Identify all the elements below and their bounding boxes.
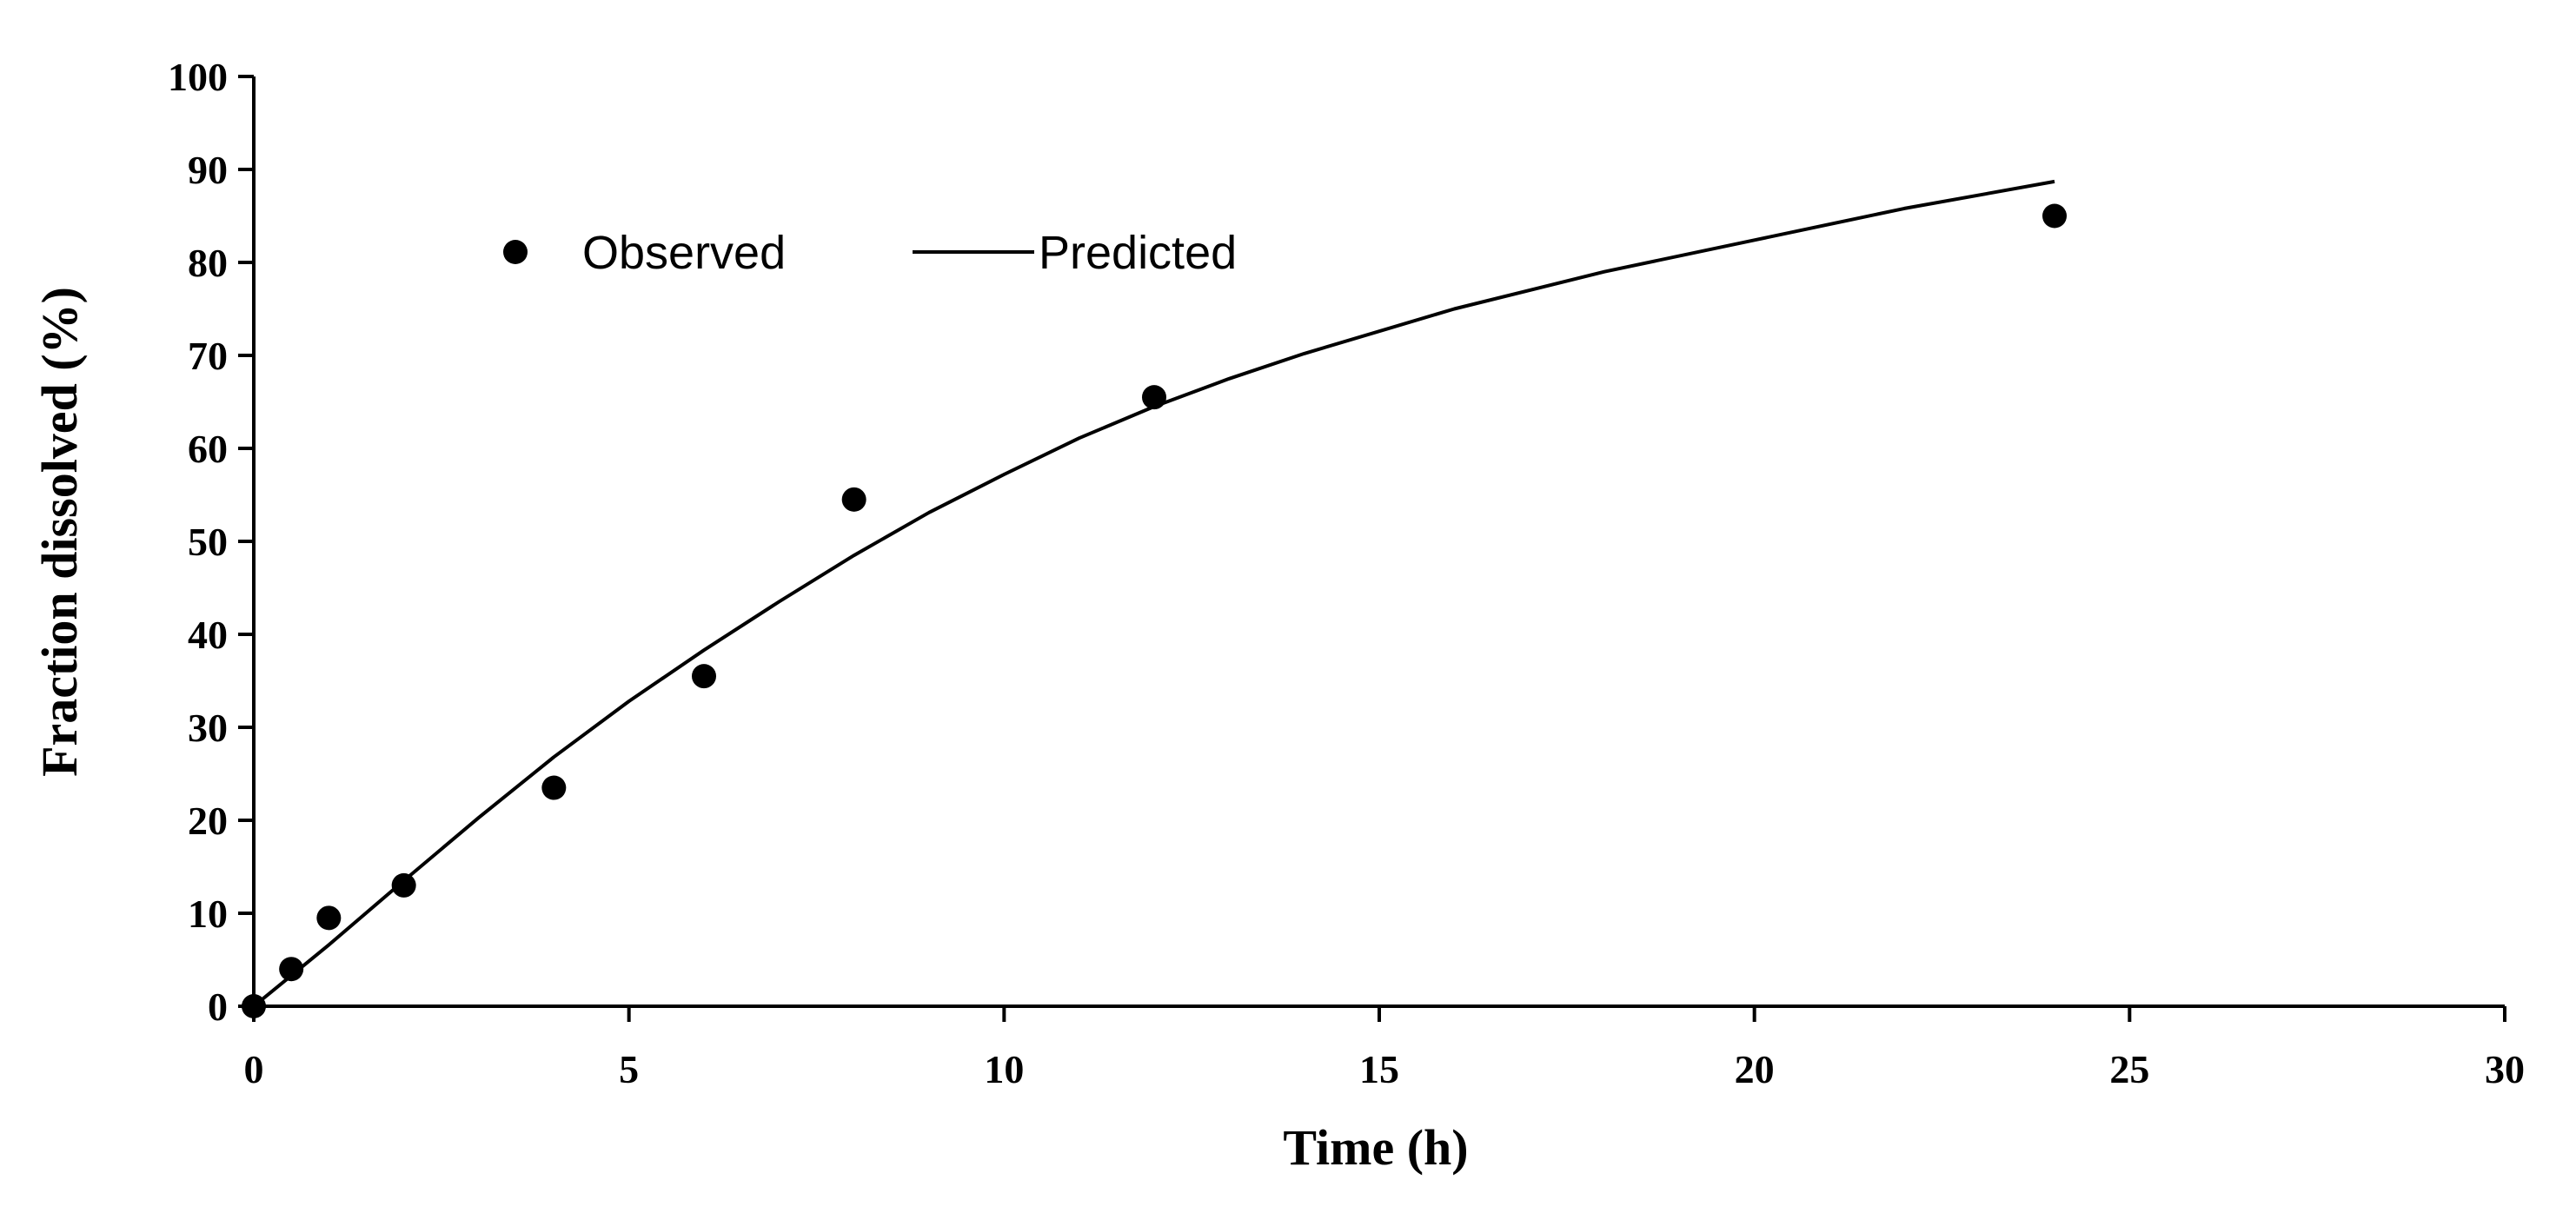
legend-observed-label: Observed bbox=[582, 227, 786, 279]
x-tick-label: 20 bbox=[1735, 1047, 1775, 1091]
y-tick-label: 40 bbox=[188, 613, 228, 657]
observed-point bbox=[279, 957, 304, 982]
observed-point bbox=[391, 872, 416, 898]
plot-series bbox=[242, 179, 2067, 1018]
x-tick-label: 25 bbox=[2109, 1047, 2149, 1091]
y-axis-title: Fraction dissolved (%) bbox=[31, 287, 88, 777]
y-tick-label: 90 bbox=[188, 148, 228, 192]
y-tick-label: 60 bbox=[188, 427, 228, 471]
y-tick-label: 70 bbox=[188, 334, 228, 378]
x-tick-label: 0 bbox=[244, 1047, 264, 1091]
y-axis-ticks: 0 10 20 30 40 50 60 70 80 90 100 bbox=[168, 55, 254, 1029]
legend: Observed Predicted bbox=[503, 227, 1237, 279]
observed-point bbox=[841, 487, 866, 512]
observed-point bbox=[242, 994, 266, 1018]
observed-point bbox=[541, 775, 567, 800]
observed-point bbox=[316, 905, 342, 931]
x-tick-label: 30 bbox=[2485, 1047, 2525, 1091]
predicted-line bbox=[252, 179, 2055, 1008]
x-tick-label: 15 bbox=[1359, 1047, 1399, 1091]
y-tick-label: 30 bbox=[188, 706, 228, 750]
x-axis-ticks: 0 5 10 15 20 25 30 bbox=[244, 1006, 2525, 1091]
y-tick-label: 10 bbox=[188, 892, 228, 936]
y-tick-label: 20 bbox=[188, 799, 228, 843]
observed-point bbox=[2042, 203, 2067, 229]
observed-point bbox=[1142, 385, 1166, 410]
y-tick-label: 100 bbox=[168, 55, 228, 99]
observed-point bbox=[692, 664, 716, 689]
axes bbox=[252, 76, 2505, 1008]
x-tick-label: 10 bbox=[984, 1047, 1024, 1091]
legend-predicted-label: Predicted bbox=[1039, 227, 1237, 279]
x-axis-title: Time (h) bbox=[1283, 1119, 1468, 1176]
legend-observed-marker bbox=[503, 240, 528, 264]
y-tick-label: 80 bbox=[188, 241, 228, 285]
y-tick-label: 0 bbox=[208, 985, 228, 1029]
y-tick-label: 50 bbox=[188, 520, 228, 564]
x-tick-label: 5 bbox=[619, 1047, 639, 1091]
